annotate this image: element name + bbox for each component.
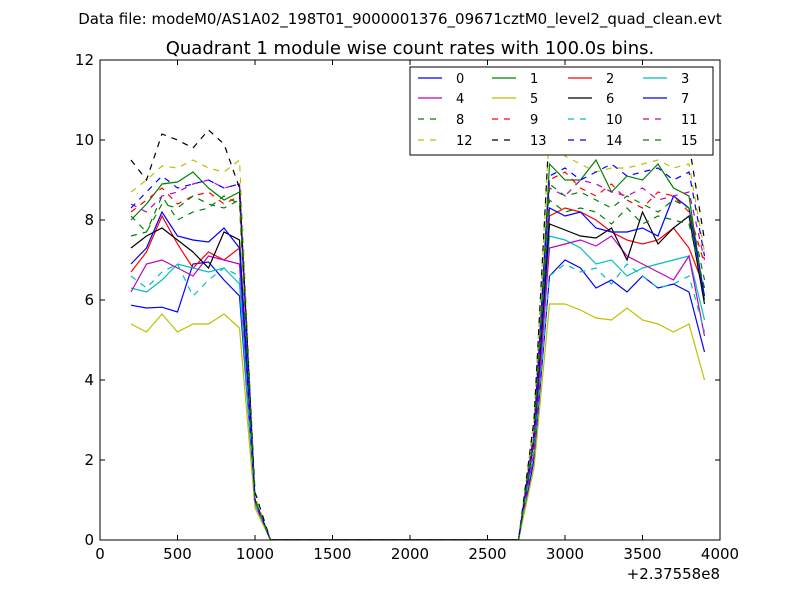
y-tick-label: 4 [84, 371, 94, 389]
series-line-15 [130, 182, 706, 540]
legend-label-14: 14 [606, 134, 623, 149]
series-line-14 [130, 163, 706, 540]
series-line-3 [130, 235, 706, 540]
y-tick-label: 12 [75, 51, 94, 69]
x-tick-label: 2000 [391, 545, 429, 563]
legend-label-7: 7 [681, 92, 689, 107]
x-offset-label: +2.37558e8 [627, 565, 720, 583]
series-line-10 [130, 263, 706, 540]
series-line-4 [130, 235, 706, 540]
plot-frame [99, 59, 721, 541]
series-line-11 [130, 179, 706, 540]
legend-label-15: 15 [681, 134, 698, 149]
legend-label-6: 6 [606, 92, 614, 107]
legend-label-1: 1 [530, 72, 538, 87]
series-line-12 [130, 125, 706, 540]
series-line-9 [130, 171, 706, 540]
series-line-13 [130, 123, 706, 540]
series-line-7 [130, 195, 706, 540]
chart-title: Quadrant 1 module wise count rates with … [166, 38, 655, 59]
y-tick-label: 0 [84, 531, 94, 549]
legend-label-4: 4 [456, 92, 464, 107]
x-tick-label: 3000 [546, 545, 584, 563]
legend-label-2: 2 [606, 72, 614, 87]
legend-frame [409, 66, 714, 156]
series-line-0 [130, 259, 706, 540]
x-tick-label: 1500 [313, 545, 351, 563]
series-line-1 [130, 158, 706, 540]
legend-label-5: 5 [530, 92, 538, 107]
chart-suptitle: Data file: modeM0/AS1A02_198T01_90000013… [78, 10, 722, 29]
legend-label-13: 13 [530, 134, 547, 149]
legend-label-3: 3 [681, 72, 689, 87]
x-tick-label: 3500 [623, 545, 661, 563]
axis-ticks: 0 500 1000 1500 2000 2500 3000 3500 400002468101… [75, 51, 739, 563]
y-tick-label: 2 [84, 451, 94, 469]
x-tick-label: 1000 [236, 545, 274, 563]
x-tick-label: 0 [95, 545, 105, 563]
legend-label-8: 8 [456, 113, 464, 128]
y-tick-label: 8 [84, 211, 94, 229]
series-layer [130, 123, 706, 540]
legend-label-10: 10 [606, 113, 623, 128]
legend-label-0: 0 [456, 72, 464, 87]
x-tick-label: 2500 [468, 545, 506, 563]
x-tick-label: 500 [163, 545, 192, 563]
legend-label-9: 9 [530, 113, 538, 128]
x-tick-label: 4000 [701, 545, 739, 563]
series-line-5 [130, 303, 706, 540]
series-line-6 [130, 210, 706, 540]
y-tick-label: 10 [75, 131, 94, 149]
legend-label-11: 11 [681, 113, 698, 128]
legend-label-12: 12 [456, 134, 473, 149]
y-tick-label: 6 [84, 291, 94, 309]
